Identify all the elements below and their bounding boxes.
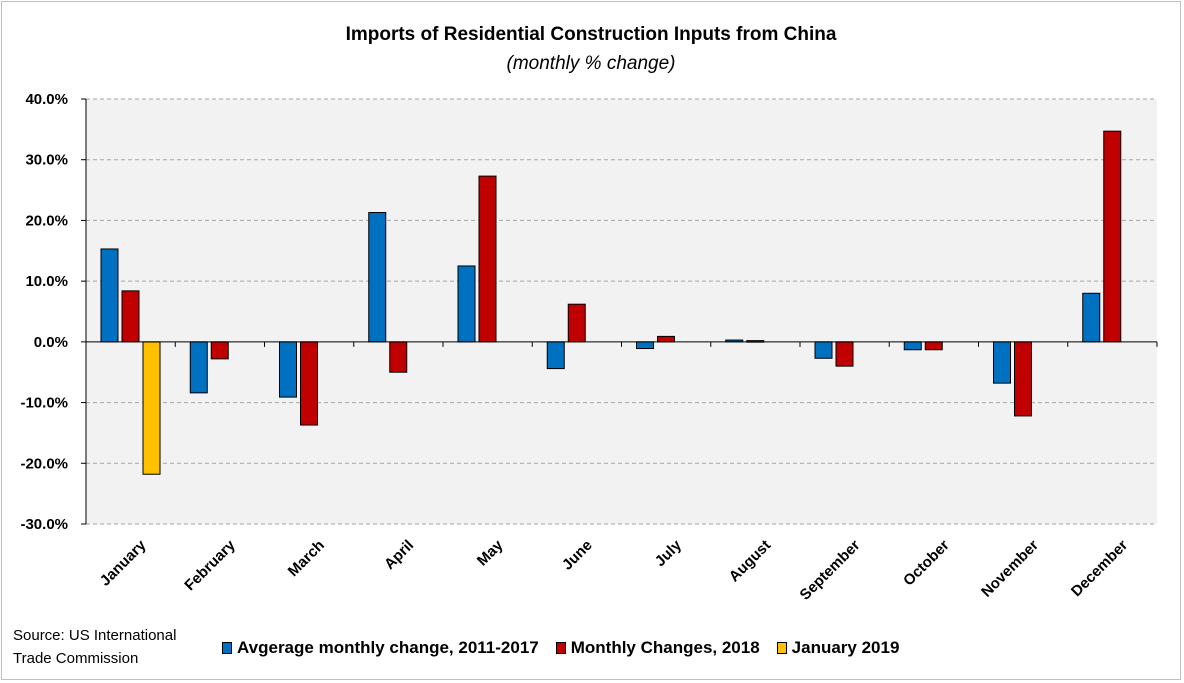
legend-item-2018: Monthly Changes, 2018 (555, 638, 760, 658)
legend-swatch-2018 (555, 642, 566, 654)
source-line-1: Source: US International (13, 627, 177, 644)
bar-december-series-1 (1082, 292, 1101, 343)
bar-may-series-2 (478, 175, 497, 343)
bar-july-series-1 (636, 341, 654, 350)
bar-september-series-1 (814, 341, 833, 359)
bar-may-series-1 (457, 265, 476, 343)
legend-swatch-jan-2019 (776, 642, 787, 654)
bar-january-series-3 (142, 341, 161, 475)
bar-march-series-1 (279, 341, 297, 398)
bar-november-series-2 (1014, 341, 1032, 417)
bar-november-series-1 (993, 341, 1011, 384)
bar-march-series-2 (300, 341, 318, 426)
bar-october-series-2 (924, 341, 943, 351)
bar-october-series-1 (903, 341, 922, 351)
bar-june-series-2 (567, 303, 586, 343)
y-tick-label: 0.0% (34, 334, 68, 351)
bar-february-series-2 (210, 341, 229, 360)
legend-item-avg-2011-2017: Avgerage monthly change, 2011-2017 (222, 638, 539, 658)
legend-swatch-avg (222, 642, 232, 654)
legend-label-jan-2019: January 2019 (791, 638, 900, 657)
x-tick-label: December (1068, 537, 1131, 600)
x-tick-label: May (474, 536, 507, 569)
x-tick-label: July (652, 536, 686, 570)
y-tick-label: -30.0% (20, 516, 68, 533)
x-tick-label: August (726, 537, 775, 586)
bar-april-series-1 (368, 212, 387, 343)
x-tick-label: February (181, 536, 239, 594)
legend-label-2018: Monthly Changes, 2018 (570, 638, 760, 657)
y-tick-label: 20.0% (25, 212, 68, 229)
chart-subtitle: (monthly % change) (506, 53, 676, 74)
y-tick-label: -10.0% (20, 395, 68, 412)
x-tick-label: October (900, 537, 953, 590)
x-tick-label: April (381, 537, 417, 573)
x-tick-label: January (97, 536, 150, 589)
y-tick-label: 10.0% (25, 273, 68, 290)
source-line-2: Trade Commission (13, 650, 139, 667)
y-tick-label: 30.0% (25, 152, 68, 169)
plot-area (86, 99, 1157, 524)
source-note: Source: US International Trade Commissio… (13, 624, 213, 670)
bar-september-series-2 (835, 341, 854, 367)
bar-july-series-2 (657, 335, 675, 343)
chart-title: Imports of Residential Construction Inpu… (345, 24, 837, 45)
bar-december-series-2 (1103, 130, 1122, 343)
x-tick-label: March (285, 537, 328, 580)
legend-label-avg: Avgerage monthly change, 2011-2017 (237, 638, 539, 657)
y-tick-label: 40.0% (25, 91, 68, 108)
y-tick-label: -20.0% (20, 455, 68, 472)
bar-january-series-2 (121, 290, 140, 343)
chart-legend: Avgerage monthly change, 2011-2017 Month… (222, 636, 916, 660)
bar-january-series-1 (100, 248, 119, 343)
bar-april-series-2 (389, 341, 408, 373)
legend-item-jan-2019: January 2019 (776, 638, 900, 658)
x-tick-label: November (978, 537, 1042, 601)
bar-june-series-1 (546, 341, 565, 370)
bar-february-series-1 (189, 341, 208, 394)
x-tick-label: September (797, 537, 864, 604)
x-tick-label: June (559, 537, 596, 574)
